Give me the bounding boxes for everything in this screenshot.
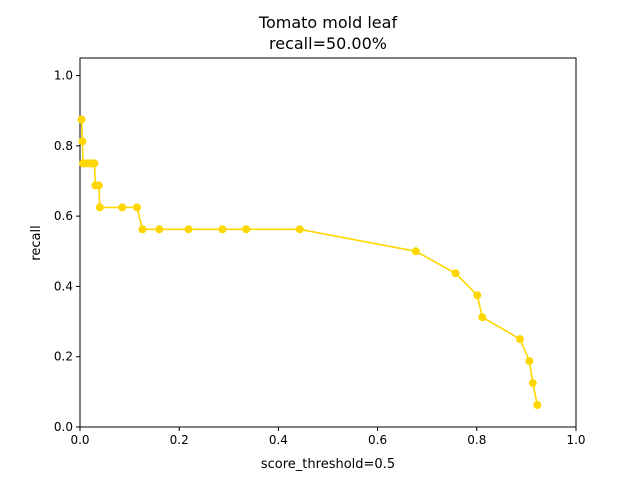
data-point <box>218 225 227 234</box>
x-tick-label: 0.6 <box>368 433 387 447</box>
data-point <box>94 181 103 190</box>
data-point <box>138 225 147 234</box>
data-point <box>451 269 460 278</box>
series-line <box>80 119 539 406</box>
x-tick-label: 1.0 <box>566 433 585 447</box>
data-point <box>155 225 164 234</box>
data-point <box>77 115 86 124</box>
data-point <box>533 401 542 409</box>
series-layer <box>77 115 542 409</box>
y-tick-label: 1.0 <box>54 69 73 83</box>
y-tick-label: 0.4 <box>54 279 73 293</box>
x-tick-label: 0.0 <box>70 433 89 447</box>
x-axis-label: score_threshold=0.5 <box>261 457 395 472</box>
x-tick-label: 0.2 <box>170 433 189 447</box>
x-tick-label: 0.8 <box>467 433 486 447</box>
data-point <box>78 137 87 146</box>
y-axis-label: recall <box>29 225 44 260</box>
data-point <box>525 357 534 366</box>
data-point <box>118 203 127 212</box>
data-point <box>516 335 524 344</box>
data-point <box>411 247 420 256</box>
plot-area <box>79 57 577 428</box>
y-tick-label: 0.0 <box>54 420 73 434</box>
data-point <box>133 203 141 212</box>
y-tick-label: 0.2 <box>54 350 73 364</box>
data-point <box>242 225 251 234</box>
data-point <box>184 225 193 234</box>
data-point <box>478 313 487 322</box>
chart-subtitle: recall=50.00% <box>269 34 387 53</box>
data-point <box>295 225 304 234</box>
data-point <box>473 291 482 300</box>
data-point <box>95 203 104 212</box>
data-point <box>90 159 99 168</box>
data-point <box>528 379 537 388</box>
y-tick-label: 0.6 <box>54 209 73 223</box>
chart-title: Tomato mold leaf <box>258 13 398 32</box>
x-tick-label: 0.4 <box>269 433 288 447</box>
y-tick-label: 0.8 <box>54 139 73 153</box>
x-axis: 0.0 0.2 0.4 0.6 0.8 1.0 <box>70 427 586 447</box>
y-axis: 0.0 0.2 0.4 0.6 0.8 1.0 <box>54 69 80 434</box>
